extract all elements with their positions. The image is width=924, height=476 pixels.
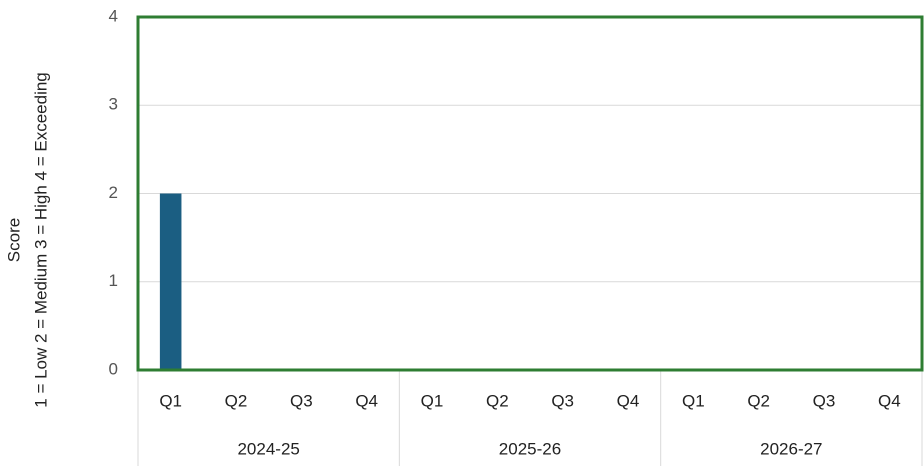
y-tick-label: 1 [109, 271, 118, 290]
x-tick-label: Q1 [682, 391, 705, 410]
x-tick-label: Q2 [747, 391, 770, 410]
x-tick-label: Q3 [813, 391, 836, 410]
y-axis-title: Score [4, 218, 23, 262]
x-tick-label: Q2 [225, 391, 248, 410]
group-label: 2025-26 [499, 439, 561, 458]
plot-frame [136, 15, 924, 372]
y-tick-label: 2 [109, 183, 118, 202]
x-tick-label: Q4 [617, 391, 640, 410]
x-tick-label: Q3 [551, 391, 574, 410]
y-tick-label: 0 [109, 359, 118, 378]
y-tick-label: 4 [109, 6, 118, 25]
y-axis-title-line: Score [4, 218, 23, 262]
x-tick-label: Q1 [421, 391, 444, 410]
group-label: 2026-27 [760, 439, 822, 458]
y-tick-label: 3 [109, 95, 118, 114]
y-axis-title-line: 1 = Low 2 = Medium 3 = High 4 = Exceedin… [31, 72, 50, 407]
x-tick-label: Q4 [878, 391, 901, 410]
x-tick-label: Q4 [355, 391, 378, 410]
x-tick-label: Q1 [159, 391, 182, 410]
group-label: 2024-25 [237, 439, 299, 458]
y-axis-title: 1 = Low 2 = Medium 3 = High 4 = Exceedin… [31, 72, 50, 407]
x-tick-label: Q3 [290, 391, 313, 410]
bar [159, 193, 182, 370]
x-tick-label: Q2 [486, 391, 509, 410]
